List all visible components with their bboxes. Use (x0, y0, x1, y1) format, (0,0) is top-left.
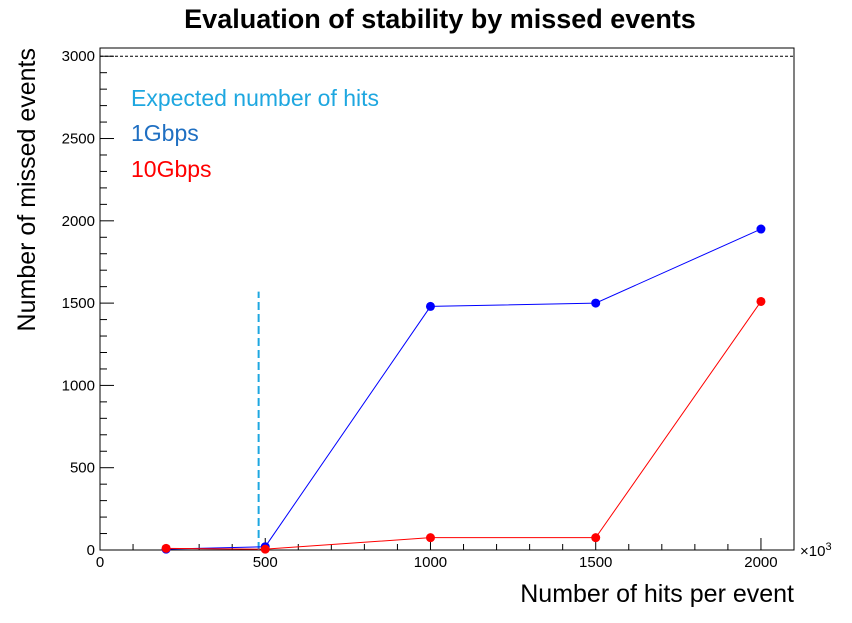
series-line-10gbps (166, 301, 762, 550)
data-point-10gbps (260, 544, 270, 554)
x-tick-label: 0 (96, 554, 104, 571)
y-tick-label: 3000 (62, 48, 95, 65)
y-axis-label: Number of missed events (13, 48, 41, 331)
legend-expected-hits: Expected number of hits (131, 85, 379, 111)
x-axis-multiplier-base: ×10 (800, 543, 825, 560)
y-axis: 0 500 1000 1500 2000 2500 3000 (62, 48, 114, 559)
x-tick-label: 500 (253, 554, 278, 571)
series-layer (161, 224, 766, 554)
x-axis-label: Number of hits per event (520, 580, 794, 608)
data-point-1gbps (425, 301, 435, 311)
data-point-1gbps (591, 298, 601, 308)
y-tick-label: 1000 (62, 377, 95, 394)
x-tick-label: 1000 (414, 554, 447, 571)
y-tick-label: 500 (70, 460, 95, 477)
plot-frame (99, 47, 795, 551)
y-tick-label: 2500 (62, 131, 95, 148)
y-tick-label: 0 (87, 542, 95, 559)
y-tick-label: 1500 (62, 295, 95, 312)
data-point-10gbps (161, 543, 171, 553)
data-point-1gbps (756, 224, 766, 234)
y-tick-label: 2000 (62, 213, 95, 230)
data-point-10gbps (591, 533, 601, 543)
x-axis: 0 500 1000 1500 2000 (96, 538, 795, 571)
x-axis-multiplier: ×103 (800, 541, 832, 560)
legend-10gbps: 10Gbps (131, 156, 212, 182)
x-tick-label: 2000 (744, 554, 777, 571)
reference-lines (100, 55, 794, 550)
legend: Expected number of hits 1Gbps 10Gbps (131, 85, 379, 182)
legend-1gbps: 1Gbps (131, 120, 199, 146)
data-point-10gbps (425, 533, 435, 543)
series-line-1gbps (166, 228, 762, 550)
x-axis-multiplier-exponent: 3 (825, 541, 831, 553)
x-tick-label: 1500 (579, 554, 612, 571)
data-point-10gbps (756, 296, 766, 306)
chart-title: Evaluation of stability by missed events (184, 4, 696, 34)
